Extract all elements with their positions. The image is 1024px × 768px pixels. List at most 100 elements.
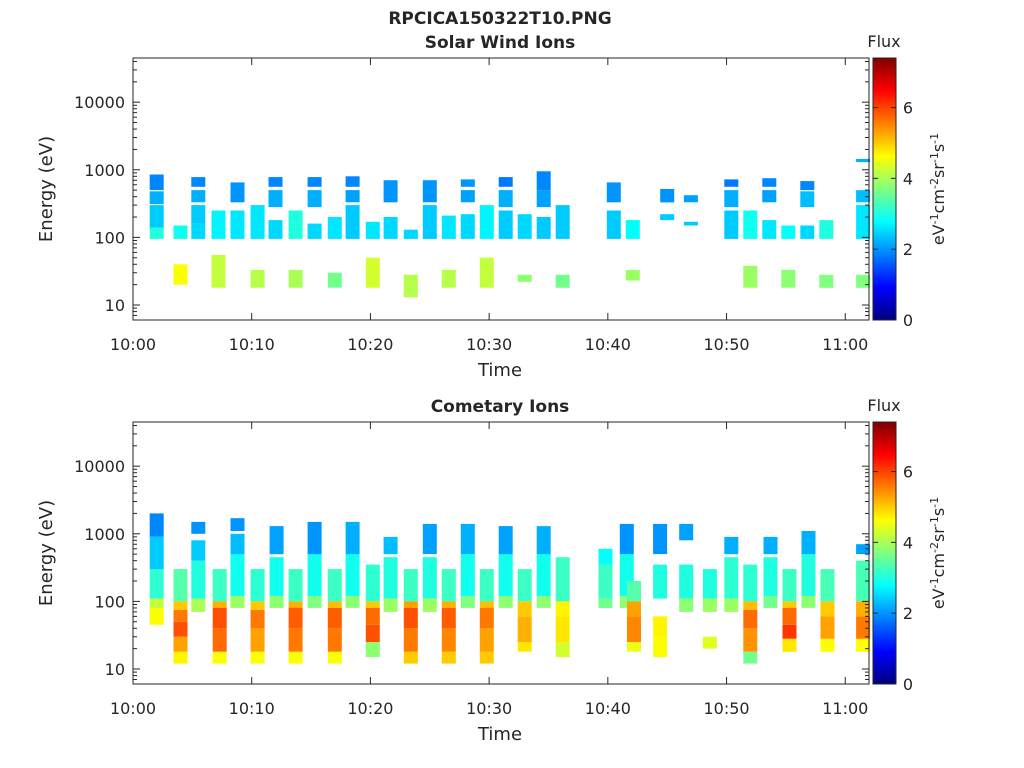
heatmap-cell xyxy=(191,521,206,534)
heatmap-cell xyxy=(762,178,777,187)
heatmap-cell xyxy=(307,521,322,555)
colorbar-title: Flux xyxy=(867,396,900,415)
heatmap-cell xyxy=(230,182,245,203)
heatmap-cell xyxy=(365,257,380,288)
x-tick-label: 10:50 xyxy=(703,699,749,718)
heatmap-cell xyxy=(212,628,227,652)
heatmap-cell xyxy=(743,265,758,288)
heatmap-cell xyxy=(479,569,494,602)
heatmap-cell xyxy=(191,540,206,561)
x-tick-label: 10:00 xyxy=(110,699,156,718)
x-tick-label: 10:30 xyxy=(466,335,512,354)
heatmap-area xyxy=(149,513,871,664)
heatmap-cell xyxy=(230,596,245,608)
heatmap-cell xyxy=(479,205,494,239)
heatmap-cell xyxy=(702,569,717,599)
heatmap-cell xyxy=(250,569,265,602)
heatmap-cell xyxy=(555,601,570,617)
heatmap-cell xyxy=(724,179,739,187)
heatmap-cell xyxy=(679,598,694,612)
heatmap-cell xyxy=(653,616,668,637)
heatmap-cell xyxy=(268,190,283,208)
heatmap-cell xyxy=(801,596,816,608)
heatmap-cell xyxy=(606,210,621,239)
x-tick-label: 11:00 xyxy=(822,699,868,718)
heatmap-cell xyxy=(327,628,342,652)
heatmap-cell xyxy=(460,214,475,239)
heatmap-cell xyxy=(441,569,456,602)
x-tick-label: 10:40 xyxy=(585,335,631,354)
heatmap-cell xyxy=(345,521,360,555)
x-tick-label: 10:20 xyxy=(347,699,393,718)
heatmap-cell xyxy=(383,217,398,239)
heatmap-cell xyxy=(724,598,739,612)
colorbar-tick-label: 2 xyxy=(903,604,913,623)
heatmap-cell xyxy=(724,557,739,599)
x-tick-label: 10:10 xyxy=(229,699,275,718)
heatmap-cell xyxy=(606,182,621,203)
heatmap-cell xyxy=(555,642,570,658)
y-tick-label: 10000 xyxy=(74,93,125,112)
heatmap-cell xyxy=(327,272,342,288)
heatmap-cell xyxy=(460,596,475,608)
heatmap-cell xyxy=(517,601,532,617)
heatmap-cell xyxy=(365,624,380,643)
heatmap-cell xyxy=(149,569,164,599)
heatmap-cell xyxy=(441,628,456,652)
y-axis-label: Energy (eV) xyxy=(36,136,57,242)
heatmap-cell xyxy=(782,569,797,602)
heatmap-cell xyxy=(149,174,164,191)
heatmap-cell xyxy=(403,274,418,298)
heatmap-cell xyxy=(653,523,668,555)
heatmap-cell xyxy=(327,601,342,608)
heatmap-cell xyxy=(598,548,613,565)
heatmap-cell xyxy=(345,596,360,608)
heatmap-cell xyxy=(660,189,675,203)
heatmap-cell xyxy=(250,205,265,239)
x-tick-label: 10:50 xyxy=(703,335,749,354)
heatmap-cell xyxy=(345,176,360,187)
heatmap-cell xyxy=(365,642,380,658)
heatmap-cell xyxy=(327,569,342,602)
heatmap-cell xyxy=(173,621,188,637)
heatmap-cell xyxy=(269,596,284,608)
heatmap-cell xyxy=(327,217,342,239)
heatmap-cell xyxy=(781,269,796,288)
heatmap-cell xyxy=(288,651,303,664)
y-tick-label: 1000 xyxy=(84,161,125,180)
colorbar-tick-label: 6 xyxy=(903,99,913,118)
colorbar-unit-label: eV-1cm-2sr-1s-1 xyxy=(928,497,949,609)
heatmap-cell xyxy=(856,560,871,602)
heatmap-cell xyxy=(307,223,322,239)
x-tick-label: 10:20 xyxy=(347,335,393,354)
x-tick-label: 11:00 xyxy=(822,335,868,354)
heatmap-cell xyxy=(782,601,797,608)
heatmap-cell xyxy=(173,225,188,239)
colorbar-tick-label: 4 xyxy=(903,169,913,188)
y-tick-label: 10 xyxy=(105,660,125,679)
axes-frame xyxy=(132,421,870,685)
heatmap-cell xyxy=(149,598,164,608)
heatmap-cell xyxy=(327,607,342,629)
heatmap-cell xyxy=(856,601,871,617)
heatmap-cell xyxy=(856,274,871,288)
heatmap-cell xyxy=(856,190,871,203)
heatmap-cell xyxy=(536,596,551,608)
panel-title: Solar Wind Ions xyxy=(425,33,576,53)
heatmap-cell xyxy=(625,220,640,239)
heatmap-cell xyxy=(191,177,206,187)
heatmap-cell xyxy=(517,616,532,643)
x-tick-label: 10:10 xyxy=(229,335,275,354)
x-tick-label: 10:40 xyxy=(585,699,631,718)
heatmap-cell xyxy=(403,229,418,239)
heatmap-cell xyxy=(856,544,871,555)
x-axis-ticks: 10:00 10:10 10:20 10:30 10:40 10:50 11:00 xyxy=(110,58,868,354)
y-tick-label: 100 xyxy=(94,228,125,247)
heatmap-cell xyxy=(856,638,871,652)
heatmap-cell xyxy=(653,636,668,658)
heatmap-cell xyxy=(230,533,245,555)
heatmap-cell xyxy=(307,177,322,187)
colorbar-unit-label: eV-1cm-2sr-1s-1 xyxy=(928,133,949,245)
heatmap-cell xyxy=(288,210,303,239)
